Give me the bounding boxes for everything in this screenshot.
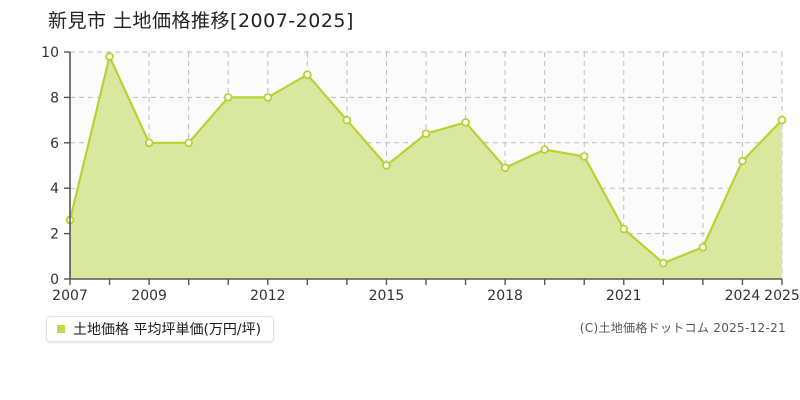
x-tick-label: 2021 bbox=[606, 288, 642, 304]
axes bbox=[64, 51, 783, 285]
legend-label: 土地価格 平均坪単価(万円/坪) bbox=[73, 322, 262, 338]
y-tick-label: 6 bbox=[50, 136, 59, 152]
x-tick-label: 2025 bbox=[764, 288, 800, 304]
chart-legend: 土地価格 平均坪単価(万円/坪) bbox=[46, 316, 275, 342]
x-tick-label: 2007 bbox=[52, 288, 88, 304]
y-tick-label: 8 bbox=[50, 90, 59, 106]
data-point-markers bbox=[65, 52, 787, 268]
y-tick-label: 10 bbox=[41, 45, 59, 61]
y-axis-tick-labels: 0 2 4 6 8 10 bbox=[41, 45, 59, 288]
x-axis-tick-labels: 2007 2009 2012 2015 2018 2021 2024 2025 bbox=[52, 288, 800, 304]
x-tick-label: 2018 bbox=[487, 288, 523, 304]
x-tick-label: 2012 bbox=[250, 288, 286, 304]
y-tick-label: 4 bbox=[50, 181, 59, 197]
area-fill bbox=[70, 56, 782, 279]
y-tick-label: 0 bbox=[50, 272, 59, 288]
legend-swatch-icon bbox=[57, 325, 65, 333]
x-tick-label: 2024 bbox=[725, 288, 761, 304]
x-tick-label: 2009 bbox=[131, 288, 167, 304]
page-title: 新見市 土地価格推移[2007-2025] bbox=[48, 10, 354, 32]
y-tick-label: 2 bbox=[50, 227, 59, 243]
copyright-credit: (C)土地価格ドットコム 2025-12-21 bbox=[579, 321, 786, 335]
x-tick-label: 2015 bbox=[369, 288, 405, 304]
